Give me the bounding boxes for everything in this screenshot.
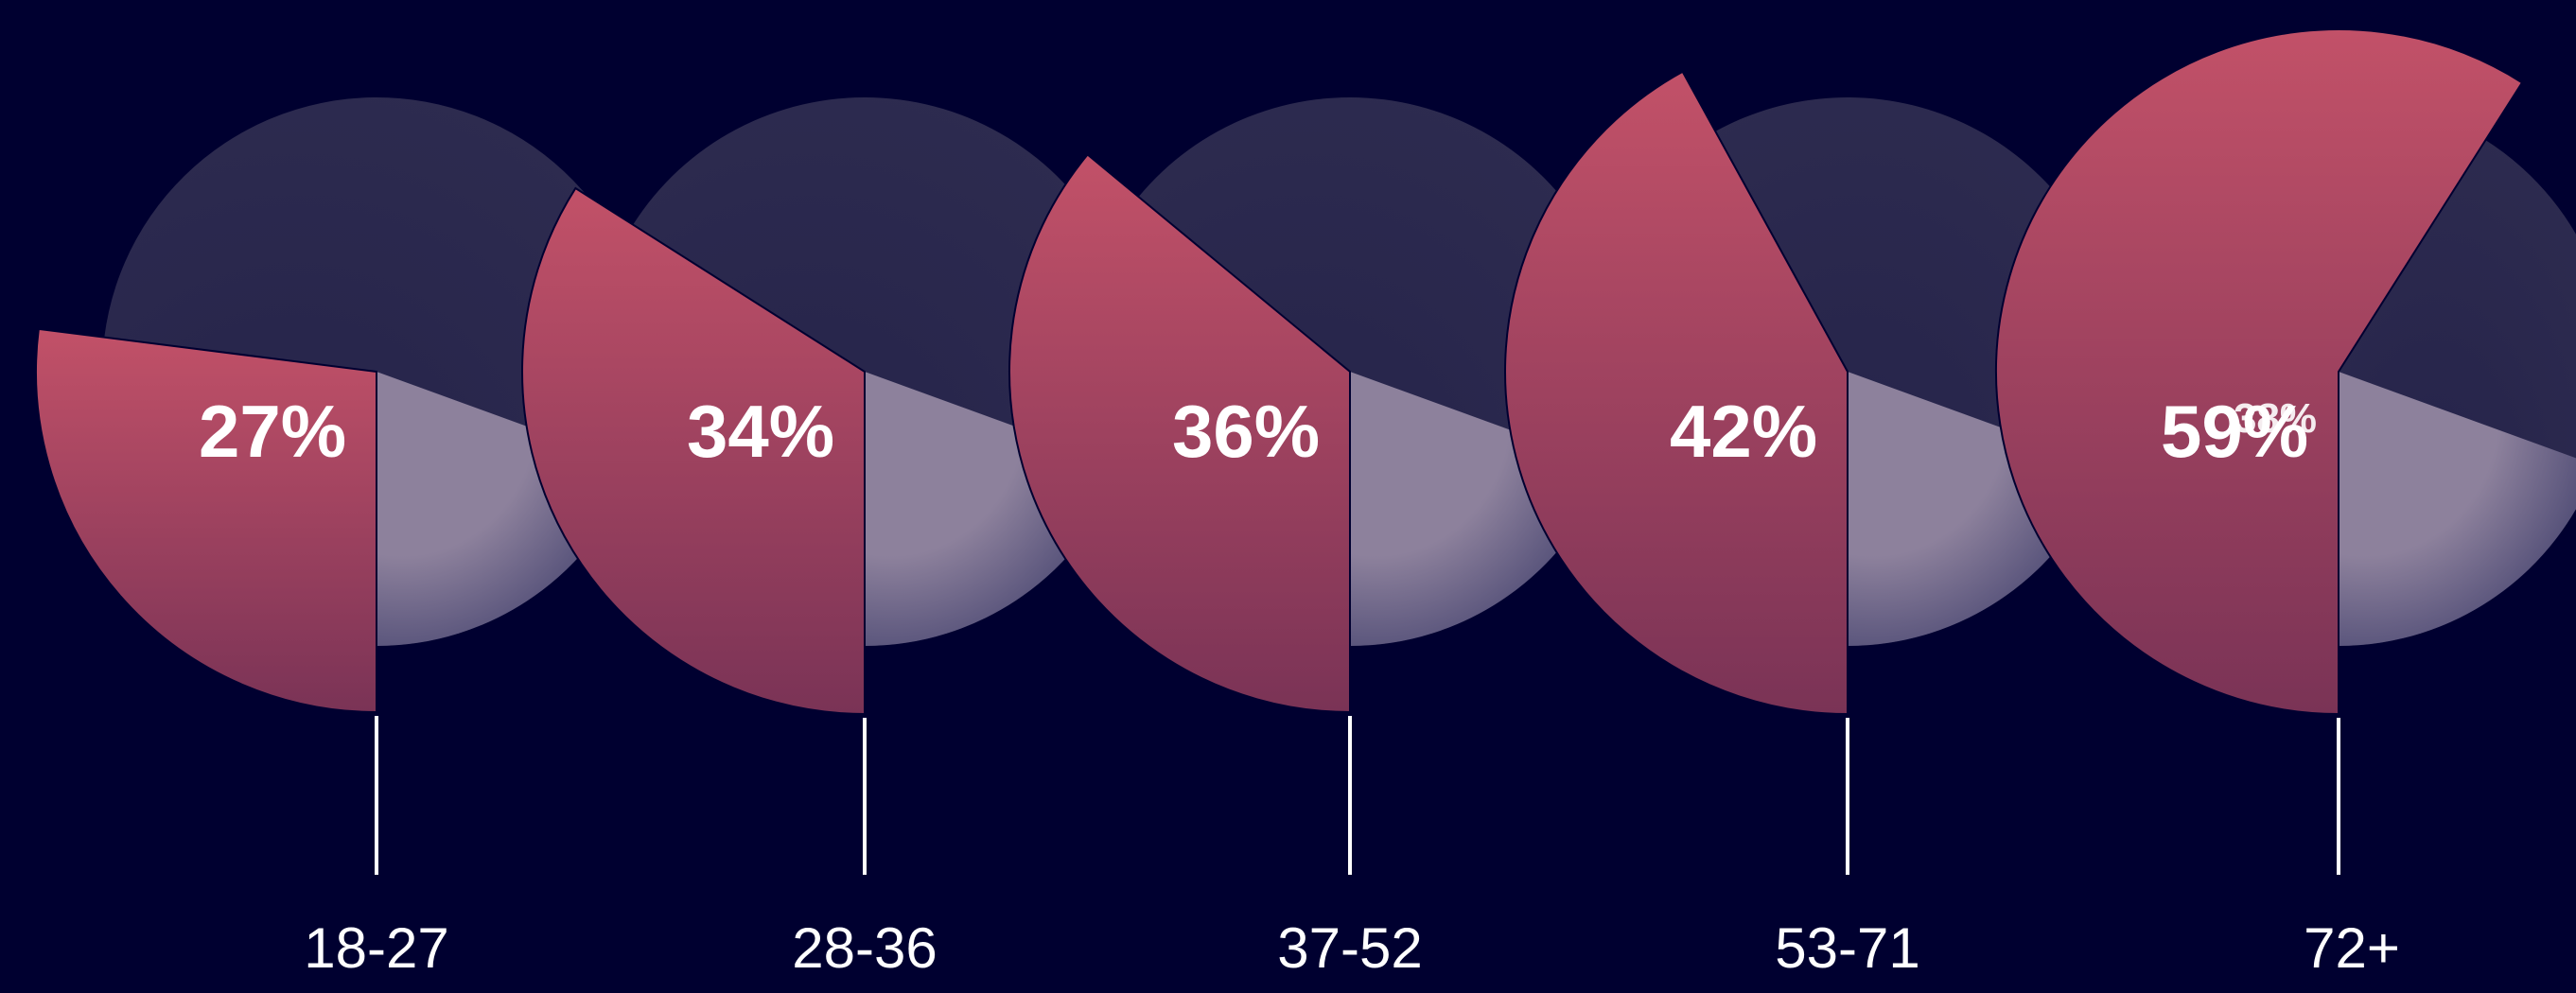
pie-secondary-slice	[2339, 372, 2576, 646]
pie-percent-label: 27%	[199, 390, 346, 473]
pie-53-71	[1504, 70, 2122, 716]
pie-28-36	[520, 96, 1139, 716]
pie-secondary-slice	[865, 372, 1123, 646]
pie-highlight-slice	[1008, 153, 1351, 714]
pie-percent-label: 34%	[687, 390, 834, 473]
pie-37-52	[1008, 96, 1625, 714]
stem-group	[375, 716, 2340, 875]
pie-group	[35, 28, 2576, 716]
pie-percent-label: 59%	[2161, 390, 2308, 473]
pie-highlight-slice	[35, 327, 377, 714]
pie-percent-label: 36%	[1172, 390, 1320, 473]
pie-highlight-slice	[1504, 70, 1849, 716]
pie-overlap-label: 38%	[2234, 395, 2317, 442]
category-label: 18-27	[304, 916, 448, 980]
pie-highlight-slice	[520, 186, 866, 716]
category-label: 72+	[2304, 916, 2400, 980]
pie-18-27	[35, 97, 652, 714]
category-label: 37-52	[1277, 916, 1422, 980]
pie-secondary-slice	[377, 372, 635, 646]
category-label: 53-71	[1775, 916, 1919, 980]
label-group: 27% 18-27 34% 28-36 36% 37-52 42% 53-71 59% 72+ 38…	[199, 390, 2400, 980]
pie-secondary-slice	[1848, 372, 2106, 646]
pie-highlight-slice	[1995, 28, 2524, 716]
pie-secondary-slice	[1350, 372, 1608, 646]
pie-72+	[1995, 28, 2576, 716]
category-label: 28-36	[792, 916, 937, 980]
pie-percent-label: 42%	[1670, 390, 1817, 473]
